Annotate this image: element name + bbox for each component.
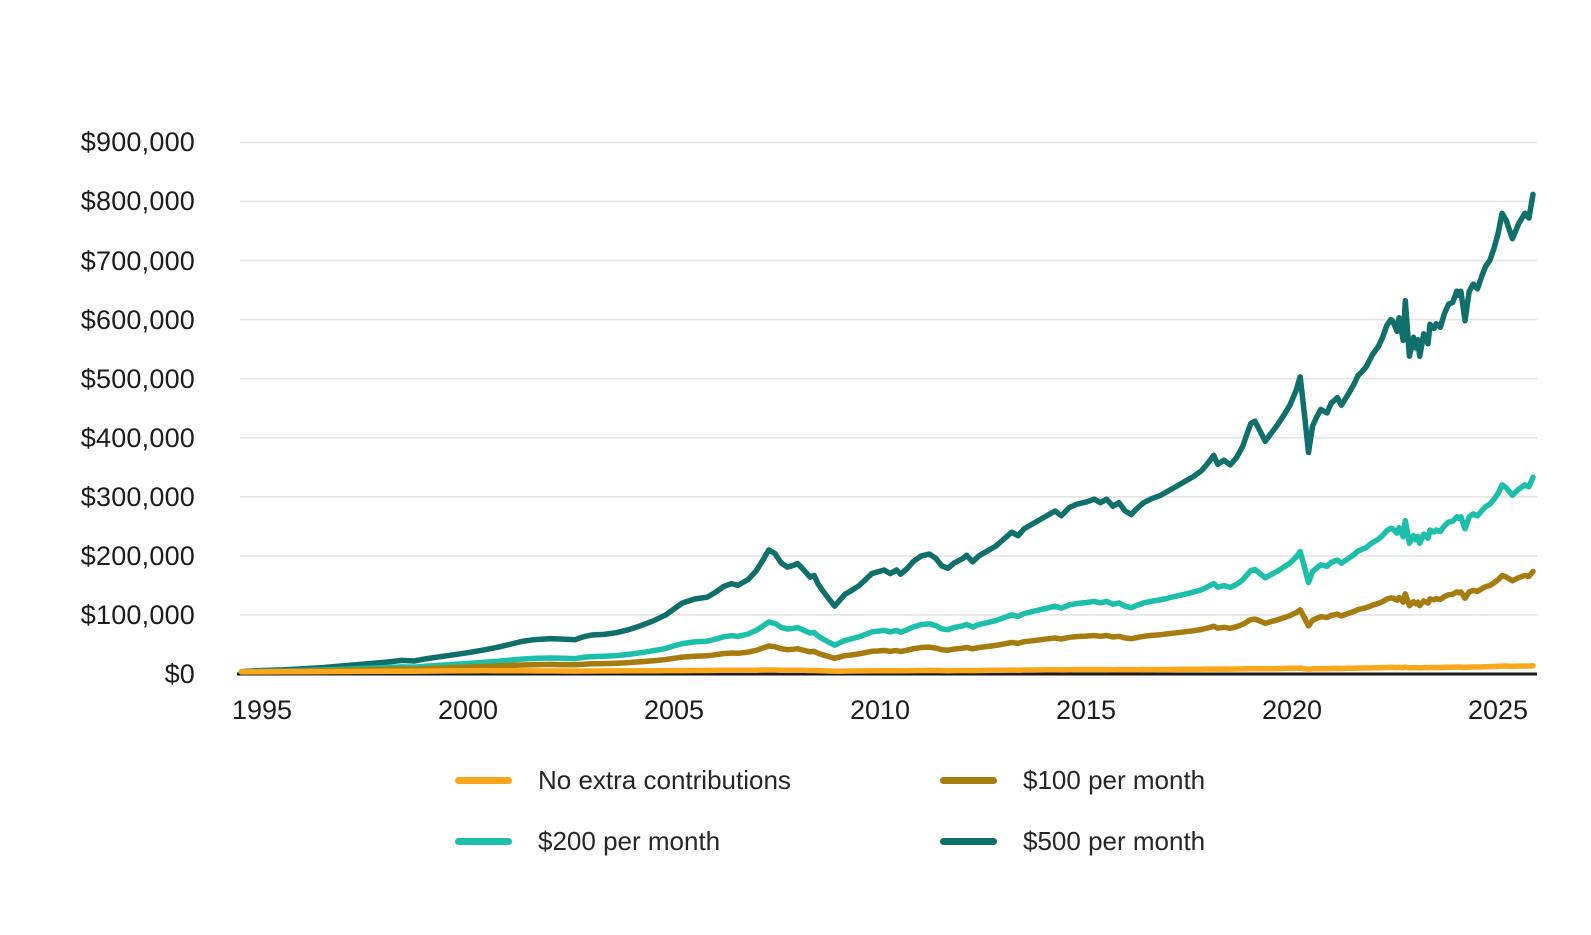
legend-label: $500 per month: [1023, 825, 1206, 856]
series-line-no-extra-contributions: [238, 662, 1536, 675]
legend-swatch-500-per-month: [940, 837, 997, 845]
legend-swatch-no-extra-contributions: [455, 776, 512, 784]
legend-item-500-per-month: $500 per month: [940, 825, 1205, 857]
legend-swatch-200-per-month: [455, 837, 512, 845]
y-axis-tick-label: $400,000: [80, 423, 195, 453]
y-axis-tick-label: $800,000: [80, 186, 195, 216]
series-line-200-per-month: [238, 474, 1536, 675]
x-axis-tick-label: 2010: [849, 695, 911, 725]
y-axis-tick-label: $500,000: [80, 364, 195, 394]
x-axis-tick-label: 2000: [437, 695, 499, 725]
series-line-500-per-month: [238, 191, 1536, 675]
legend-label: $100 per month: [1023, 764, 1206, 795]
y-axis-tick-label: $900,000: [80, 127, 195, 157]
x-axis-tick-label: 2005: [643, 695, 705, 725]
legend-item-no-extra-contributions: No extra contributions: [455, 764, 791, 796]
y-axis-tick-label: $300,000: [80, 482, 195, 512]
y-axis-tick-label: $0: [164, 659, 195, 689]
y-axis-tick-label: $600,000: [80, 305, 195, 335]
x-axis-tick-label: 1995: [231, 695, 293, 725]
series-line-100-per-month: [238, 568, 1536, 675]
legend-label: No extra contributions: [538, 764, 791, 795]
y-axis-tick-label: $700,000: [80, 246, 195, 276]
legend-label: $200 per month: [538, 825, 721, 856]
x-axis-tick-label: 2025: [1467, 695, 1529, 725]
y-axis-tick-label: $100,000: [80, 600, 195, 630]
legend-item-100-per-month: $100 per month: [940, 764, 1205, 796]
y-axis-tick-label: $200,000: [80, 541, 195, 571]
legend-item-200-per-month: $200 per month: [455, 825, 720, 857]
x-axis-tick-label: 2015: [1055, 695, 1117, 725]
x-axis-tick-label: 2020: [1261, 695, 1323, 725]
legend-swatch-100-per-month: [940, 776, 997, 784]
